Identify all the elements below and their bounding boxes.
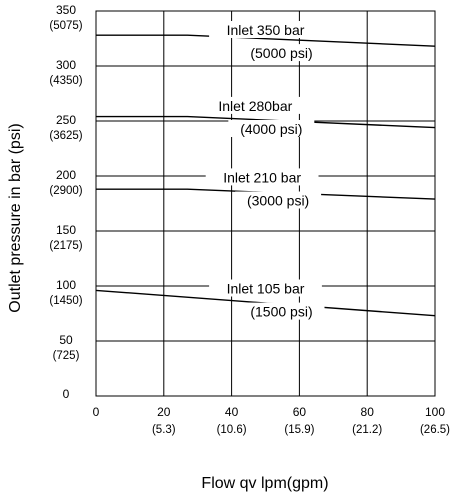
series-label-2: Inlet 280bar: [218, 98, 292, 114]
series-sublabel-bg-4: [238, 302, 325, 320]
y-tick-label-300: 300: [56, 58, 76, 72]
x-tick-sub-100: (26.5): [420, 424, 450, 436]
series-sublabel-4: (1500 psi): [250, 304, 312, 320]
y-tick-sub-350: (5075): [49, 20, 82, 32]
series-label-bg-2: [202, 96, 308, 114]
series-sublabel-bg-2: [228, 120, 315, 137]
series-line-3: [96, 188, 436, 200]
series-label-bg-4: [209, 279, 322, 297]
series-label-4: Inlet 105 bar: [227, 281, 305, 297]
x-tick-labels: 0 20 (5.3) 40 (10.6) 60 (15.9) 80 (21.2) 100 (26.5…: [93, 405, 451, 436]
plot-frame: [95, 10, 436, 397]
y-tick-label-200: 200: [56, 168, 76, 182]
y-tick-label-150: 150: [56, 223, 76, 237]
series-label-bg-1: [209, 21, 322, 38]
series-sublabel-3: (3000 psi): [247, 193, 309, 209]
series-sublabel-2: (4000 psi): [240, 121, 302, 137]
series-line-2: [96, 115, 436, 129]
y-tick-sub-100: (1450): [49, 295, 82, 307]
x-tick-sub-40: (10.6): [217, 424, 247, 436]
y-tick-label-250: 250: [56, 113, 76, 127]
series-label-bg-3: [205, 168, 319, 186]
y-tick-label-0: 0: [63, 387, 70, 401]
y-tick-labels: 350 (5075) 300 (4350) 250 (3625) 200 (2900) 150 (…: [49, 3, 82, 401]
series-labels: Inlet 350 bar (5000 psi) Inlet 280bar (4000…: [202, 21, 325, 320]
y-tick-sub-150: (2175): [49, 240, 82, 252]
y-tick-label-50: 50: [59, 333, 73, 347]
y-tick-sub-200: (2900): [49, 185, 82, 197]
y-tick-label-350: 350: [56, 3, 76, 17]
y-tick-sub-250: (3625): [49, 130, 82, 142]
x-tick-label-60: 60: [293, 405, 307, 419]
x-tick-sub-80: (21.2): [352, 424, 382, 436]
series-label-3: Inlet 210 bar: [223, 169, 301, 185]
y-tick-sub-300: (4350): [49, 75, 82, 87]
series-sublabel-1: (5000 psi): [250, 45, 312, 61]
series-label-1: Inlet 350 bar: [227, 22, 305, 38]
series-line-1: [96, 34, 436, 47]
series-sublabel-bg-3: [235, 191, 322, 209]
x-tick-label-20: 20: [157, 405, 171, 419]
x-tick-label-100: 100: [425, 405, 445, 419]
series-sublabel-bg-1: [238, 44, 325, 62]
x-tick-label-80: 80: [361, 405, 375, 419]
x-tick-sub-20: (5.3): [152, 424, 176, 436]
x-tick-label-40: 40: [225, 405, 239, 419]
x-tick-sub-60: (15.9): [284, 424, 314, 436]
x-axis-title: Flow qv lpm(gpm): [201, 475, 328, 492]
y-tick-label-100: 100: [56, 278, 76, 292]
x-tick-label-0: 0: [93, 405, 100, 419]
y-axis-title: Outlet pressure in bar (psi): [7, 123, 24, 312]
y-tick-sub-50: (725): [53, 350, 80, 362]
